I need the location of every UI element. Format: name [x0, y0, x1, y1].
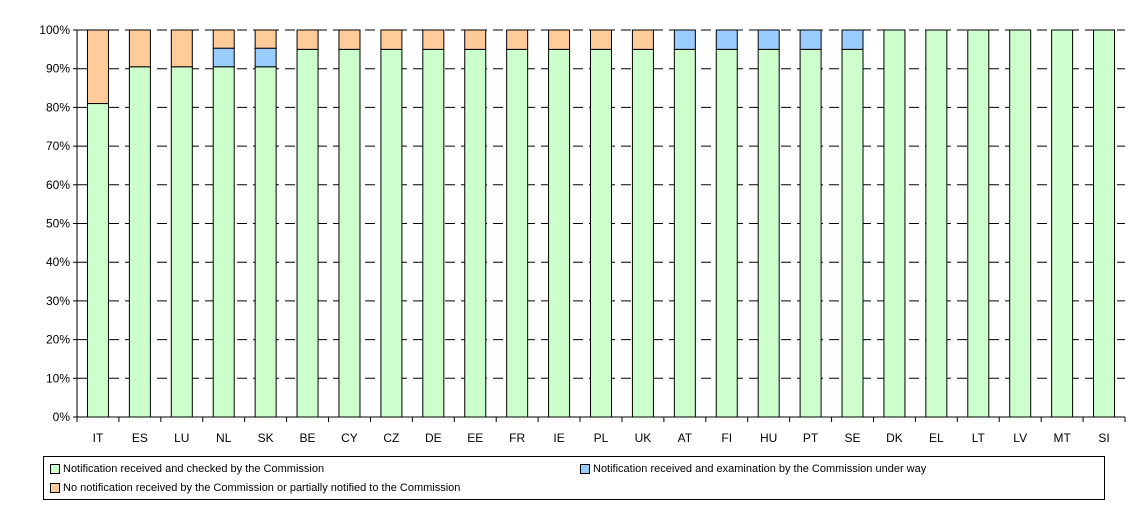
- legend: Notification received and checked by the…: [43, 456, 1105, 500]
- x-tick-label: CY: [341, 431, 358, 445]
- x-tick-label: EL: [929, 431, 944, 445]
- y-tick-label: 20%: [46, 333, 70, 347]
- bar-segment-nl-series-0: [212, 66, 235, 418]
- bar-segment-nl-series-2: [212, 29, 235, 49]
- bar-segment-dk-series-0: [883, 29, 906, 418]
- legend-swatch-not-notified: [50, 483, 60, 493]
- bars: [86, 29, 1116, 418]
- bar-segment-be-series-0: [296, 48, 319, 418]
- bar-segment-hu-series-0: [757, 48, 780, 418]
- bar-segment-uk-series-2: [631, 29, 654, 50]
- x-tick-label: LT: [972, 431, 986, 445]
- bar-segment-cy-series-2: [338, 29, 361, 50]
- x-tick-label: DK: [886, 431, 903, 445]
- legend-label-under-way: Notification received and examination by…: [593, 463, 927, 475]
- bar-segment-es-series-2: [128, 29, 151, 68]
- bar-segment-ie-series-0: [548, 48, 571, 418]
- axes: [73, 29, 1126, 422]
- x-tick-label: SI: [1098, 431, 1109, 445]
- bar-segment-cz-series-0: [380, 48, 403, 418]
- legend-item-not-notified: No notification received by the Commissi…: [50, 482, 460, 494]
- bar-segment-fi-series-1: [715, 29, 738, 50]
- y-tick-label: 90%: [46, 62, 70, 76]
- x-tick-label: LV: [1013, 431, 1027, 445]
- bar-segment-lt-series-0: [967, 29, 990, 418]
- bar-segment-at-series-0: [673, 48, 696, 418]
- bar-segment-ee-series-0: [464, 48, 487, 418]
- tick-labels: 0% 10% 20% 30% 40% 50% 60% 70% 80% 90% 100% IT ES LU N…: [39, 23, 1109, 445]
- y-tick-label: 50%: [46, 217, 70, 231]
- bar-segment-se-series-1: [841, 29, 864, 50]
- x-tick-label: ES: [132, 431, 148, 445]
- bar-segment-pl-series-0: [590, 48, 612, 418]
- bar-segment-si-series-0: [1093, 29, 1116, 418]
- legend-label-checked: Notification received and checked by the…: [63, 463, 325, 475]
- bar-segment-ie-series-2: [548, 29, 571, 50]
- bar-segment-lu-series-2: [170, 29, 193, 68]
- bar-segment-sk-series-0: [254, 66, 277, 418]
- bar-segment-uk-series-0: [631, 48, 654, 418]
- x-tick-label: BE: [300, 431, 316, 445]
- x-tick-label: PT: [803, 431, 819, 445]
- x-tick-label: EE: [467, 431, 483, 445]
- x-tick-label: FR: [509, 431, 525, 445]
- bar-segment-de-series-2: [422, 29, 445, 50]
- bar-segment-cy-series-0: [338, 48, 361, 418]
- legend-swatch-checked: [50, 464, 60, 474]
- legend-label-not-notified: No notification received by the Commissi…: [63, 482, 461, 494]
- bar-segment-el-series-0: [925, 29, 948, 418]
- bar-segment-be-series-2: [296, 29, 319, 50]
- bar-segment-sk-series-1: [254, 47, 277, 68]
- legend-swatch-under-way: [580, 464, 590, 474]
- bar-segment-mt-series-0: [1051, 29, 1074, 418]
- bar-segment-at-series-1: [673, 29, 696, 50]
- bar-segment-it-series-2: [86, 29, 109, 105]
- gridlines: [77, 29, 1125, 379]
- bar-segment-de-series-0: [422, 48, 445, 418]
- x-tick-label: PL: [594, 431, 609, 445]
- y-tick-label: 0%: [53, 410, 71, 424]
- bar-segment-pt-series-1: [799, 29, 822, 50]
- x-tick-label: SE: [845, 431, 861, 445]
- x-tick-label: LU: [174, 431, 189, 445]
- y-tick-label: 10%: [46, 371, 70, 385]
- bar-segment-fr-series-2: [506, 29, 529, 50]
- x-tick-label: AT: [678, 431, 693, 445]
- bar-segment-nl-series-1: [212, 47, 235, 68]
- x-tick-label: IE: [553, 431, 564, 445]
- y-tick-label: 80%: [46, 100, 70, 114]
- bar-segment-fr-series-0: [506, 48, 529, 418]
- x-tick-label: MT: [1053, 431, 1071, 445]
- x-tick-label: FI: [721, 431, 732, 445]
- bar-segment-es-series-0: [128, 66, 151, 418]
- legend-item-under-way: Notification received and examination by…: [580, 463, 926, 475]
- x-tick-label: IT: [93, 431, 104, 445]
- x-tick-label: HU: [760, 431, 777, 445]
- bar-segment-fi-series-0: [715, 48, 738, 418]
- y-tick-label: 100%: [39, 23, 70, 37]
- x-tick-label: NL: [216, 431, 232, 445]
- bar-segment-pl-series-2: [590, 29, 612, 50]
- bar-segment-ee-series-2: [464, 29, 487, 50]
- bar-segment-cz-series-2: [380, 29, 403, 50]
- x-tick-label: CZ: [383, 431, 399, 445]
- y-tick-label: 60%: [46, 178, 70, 192]
- bar-segment-sk-series-2: [254, 29, 277, 49]
- y-tick-label: 70%: [46, 139, 70, 153]
- x-tick-label: UK: [635, 431, 652, 445]
- y-tick-label: 40%: [46, 255, 70, 269]
- y-tick-label: 30%: [46, 294, 70, 308]
- bar-segment-lu-series-0: [170, 66, 193, 418]
- bar-segment-hu-series-1: [757, 29, 780, 50]
- bar-segment-lv-series-0: [1009, 29, 1032, 418]
- bar-segment-pt-series-0: [799, 48, 822, 418]
- legend-item-checked: Notification received and checked by the…: [50, 463, 324, 475]
- x-tick-label: SK: [258, 431, 274, 445]
- x-tick-label: DE: [425, 431, 442, 445]
- bar-segment-se-series-0: [841, 48, 864, 418]
- bar-segment-it-series-0: [86, 103, 109, 418]
